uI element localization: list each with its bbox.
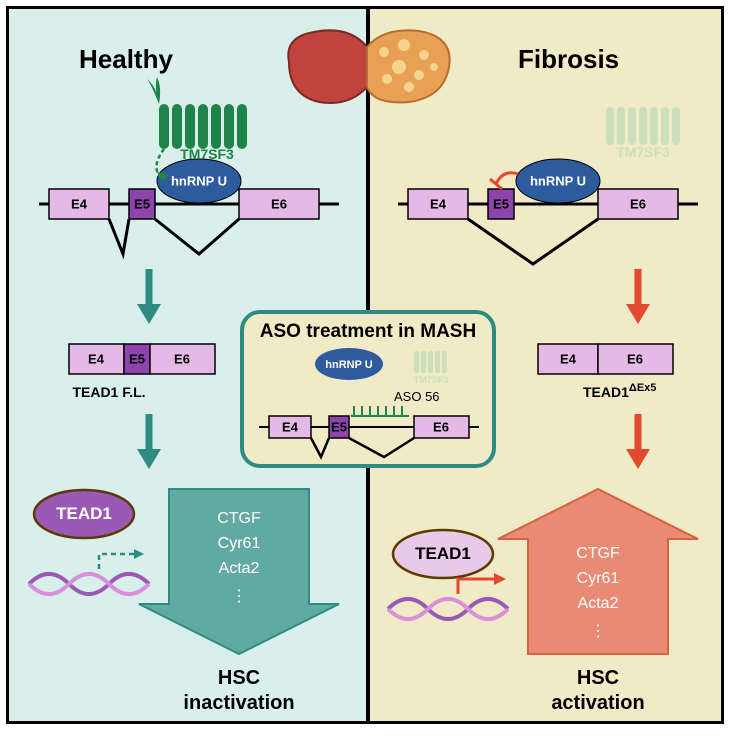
aso-tm7sf3: TM7SF3 bbox=[414, 351, 449, 385]
aso-label: ASO 56 bbox=[394, 389, 440, 404]
transcript-label-left: TEAD1 F.L. bbox=[72, 384, 145, 400]
svg-text:⋮: ⋮ bbox=[231, 588, 247, 605]
svg-text:E5: E5 bbox=[129, 351, 145, 366]
svg-text:E5: E5 bbox=[493, 196, 509, 211]
svg-text:Acta2: Acta2 bbox=[578, 595, 619, 612]
svg-text:hnRNP U: hnRNP U bbox=[325, 359, 373, 371]
svg-text:TM7SF3: TM7SF3 bbox=[414, 375, 449, 385]
aso-title: ASO treatment in MASH bbox=[260, 321, 476, 342]
svg-text:E4: E4 bbox=[430, 196, 447, 211]
svg-text:CTGF: CTGF bbox=[576, 545, 620, 562]
e6-label: E6 bbox=[271, 196, 287, 211]
tm7sf3-label: TM7SF3 bbox=[180, 146, 234, 162]
outcome1a: HSC bbox=[218, 667, 260, 689]
fibrosis-heading: Fibrosis bbox=[518, 44, 619, 75]
outcome2a: HSC bbox=[577, 667, 619, 689]
svg-text:hnRNP U: hnRNP U bbox=[530, 173, 586, 188]
outcome2b: activation bbox=[551, 692, 644, 714]
svg-text:TM7SF3: TM7SF3 bbox=[616, 144, 670, 160]
hnrnpu-label: hnRNP U bbox=[171, 173, 227, 188]
tm7sf3-protein-weak: TM7SF3 bbox=[606, 107, 680, 160]
svg-text:⋮: ⋮ bbox=[590, 623, 606, 640]
svg-text:Acta2: Acta2 bbox=[219, 560, 260, 577]
e5-label: E5 bbox=[134, 196, 150, 211]
liver-icon bbox=[279, 17, 459, 117]
svg-text:E6: E6 bbox=[630, 196, 646, 211]
svg-text:Cyr61: Cyr61 bbox=[577, 570, 620, 587]
svg-text:E4: E4 bbox=[560, 351, 577, 366]
svg-text:E4: E4 bbox=[88, 351, 105, 366]
svg-text:E6: E6 bbox=[433, 419, 449, 434]
tead1-label-fibrosis: TEAD1 bbox=[415, 544, 471, 563]
svg-text:E5: E5 bbox=[331, 419, 347, 434]
outcome1b: inactivation bbox=[183, 692, 294, 714]
svg-text:CTGF: CTGF bbox=[217, 510, 261, 527]
svg-text:E6: E6 bbox=[174, 351, 190, 366]
svg-text:E4: E4 bbox=[282, 419, 299, 434]
svg-text:Cyr61: Cyr61 bbox=[218, 535, 261, 552]
tead1-label-healthy: TEAD1 bbox=[56, 504, 112, 523]
svg-text:E6: E6 bbox=[627, 351, 643, 366]
healthy-heading: Healthy bbox=[79, 44, 173, 75]
aso-panel: ASO treatment in MASH hnRNP U TM7SF3 ASO… bbox=[239, 309, 497, 469]
liver-healthy bbox=[288, 30, 367, 103]
figure-container: E4 E5 E6 hnRNP U TM7SF3 bbox=[6, 6, 724, 724]
e4-label: E4 bbox=[71, 196, 88, 211]
